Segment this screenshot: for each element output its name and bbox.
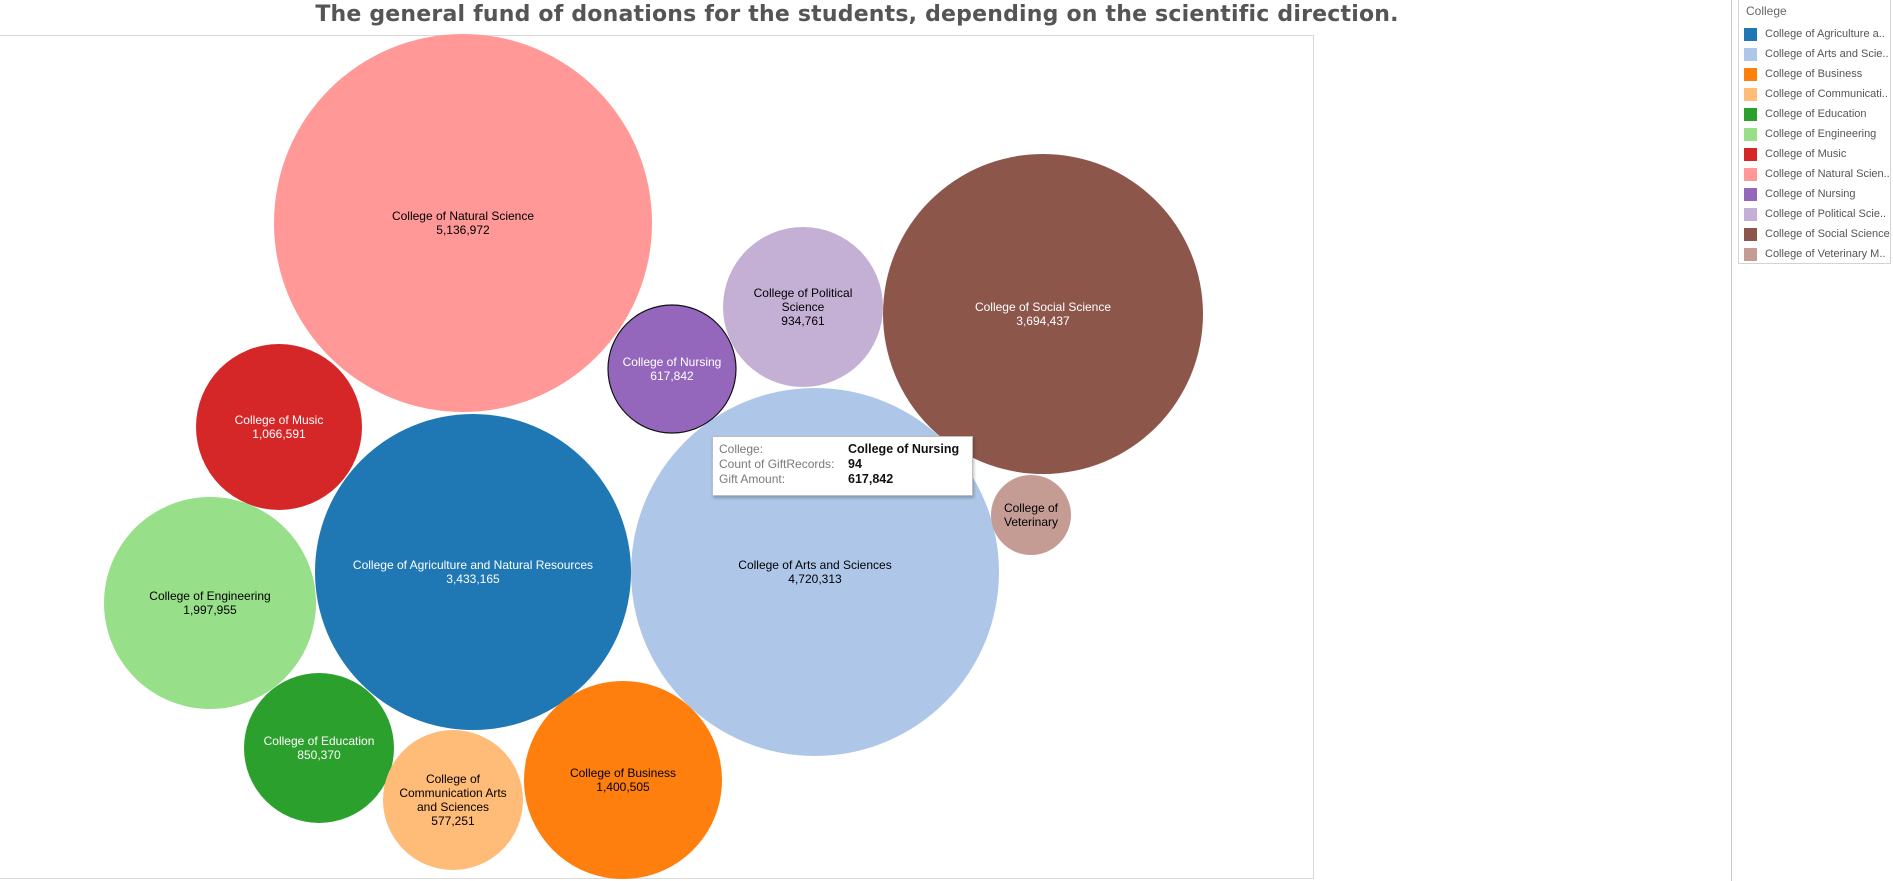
- legend-label: College of Communicati..: [1765, 88, 1888, 100]
- legend: College College of Agriculture a.. Colleg…: [1738, 0, 1891, 264]
- bubble-value-label: 1,997,955: [183, 603, 237, 617]
- bubble[interactable]: [524, 681, 722, 879]
- tooltip: College: College of Nursing Count of Gif…: [712, 436, 973, 496]
- legend-label: College of Veterinary M..: [1765, 248, 1886, 260]
- legend-item[interactable]: College of Nursing: [1739, 184, 1890, 204]
- legend-label: College of Music: [1765, 148, 1847, 160]
- tooltip-value: 617,842: [848, 472, 894, 486]
- bubble-category-label: College of Political: [754, 286, 853, 300]
- legend-swatch: [1744, 67, 1757, 81]
- bubble[interactable]: [991, 475, 1071, 555]
- tooltip-value: College of Nursing: [848, 442, 960, 456]
- bubble[interactable]: [723, 227, 883, 387]
- tooltip-key: Count of GiftRecords:: [719, 457, 835, 471]
- bubble-category-label: Communication Arts: [399, 786, 506, 800]
- legend-label: College of Natural Scien..: [1765, 168, 1890, 180]
- bubble-value-label: 4,720,313: [788, 572, 842, 586]
- bubble[interactable]: [315, 414, 631, 730]
- legend-label: College of Engineering: [1765, 128, 1877, 140]
- bubble-value-label: 3,694,437: [1016, 314, 1070, 328]
- legend-swatch: [1744, 207, 1757, 221]
- bubble-category-label: College of Arts and Sciences: [738, 558, 891, 572]
- bubble-value-label: 3,433,165: [446, 572, 500, 586]
- legend-item[interactable]: College of Engineering: [1739, 124, 1890, 144]
- legend-label: College of Nursing: [1765, 188, 1856, 200]
- bubble-category-label: Veterinary: [1004, 515, 1058, 529]
- bubble-value-label: 1,066,591: [252, 427, 306, 441]
- legend-swatch: [1744, 127, 1757, 141]
- tooltip-row-amount: Gift Amount: 617,842: [719, 472, 966, 487]
- chart-title: The general fund of donations for the st…: [315, 2, 1399, 27]
- legend-swatch: [1744, 167, 1757, 181]
- legend-item[interactable]: College of Agriculture a..: [1739, 24, 1890, 44]
- legend-item[interactable]: College of Education: [1739, 104, 1890, 124]
- bubble-group[interactable]: College of Agriculture and Natural Resou…: [315, 414, 631, 730]
- legend-item[interactable]: College of Social Science: [1739, 224, 1890, 244]
- legend-swatch: [1744, 227, 1757, 241]
- tooltip-key: Gift Amount:: [719, 472, 786, 486]
- plot-area: [0, 35, 1314, 879]
- legend-label: College of Business: [1765, 68, 1863, 80]
- legend-swatch: [1744, 87, 1757, 101]
- legend-swatch: [1744, 147, 1757, 161]
- legend-item[interactable]: College of Political Scie..: [1739, 204, 1890, 224]
- legend-label: College of Arts and Scie..: [1765, 48, 1889, 60]
- legend-item[interactable]: College of Communicati..: [1739, 84, 1890, 104]
- bubble-value-label: 5,136,972: [436, 223, 490, 237]
- tooltip-value: 94: [848, 457, 862, 471]
- legend-label: College of Political Scie..: [1765, 208, 1887, 220]
- legend-swatch: [1744, 27, 1757, 41]
- bubble-category-label: Science: [782, 300, 825, 314]
- bubble-category-label: and Sciences: [417, 800, 489, 814]
- legend-swatch: [1744, 107, 1757, 121]
- bubble[interactable]: [274, 34, 652, 412]
- tooltip-row-college: College: College of Nursing: [719, 442, 966, 457]
- legend-label: College of Agriculture a..: [1765, 28, 1885, 40]
- bubble-category-label: College of Agriculture and Natural Resou…: [353, 558, 593, 572]
- bubble-category-label: College of Education: [264, 734, 375, 748]
- bubble[interactable]: [383, 730, 523, 870]
- bubble-value-label: 617,842: [650, 369, 694, 383]
- legend-title: College: [1746, 4, 1787, 18]
- bubble-category-label: College of Nursing: [623, 355, 722, 369]
- legend-swatch: [1744, 47, 1757, 61]
- legend-item[interactable]: College of Arts and Scie..: [1739, 44, 1890, 64]
- bubble-value-label: 934,761: [781, 314, 825, 328]
- bubble-category-label: College of: [1004, 501, 1059, 515]
- legend-item[interactable]: College of Veterinary M..: [1739, 244, 1890, 264]
- bubble-value-label: 577,251: [431, 814, 475, 828]
- tooltip-key: College:: [719, 442, 764, 456]
- tooltip-row-count: Count of GiftRecords: 94: [719, 457, 966, 472]
- legend-swatch: [1744, 247, 1757, 261]
- bubble-value-label: 1,400,505: [596, 780, 650, 794]
- legend-item[interactable]: College of Natural Scien..: [1739, 164, 1890, 184]
- legend-label: College of Social Science: [1765, 228, 1890, 240]
- bubble-category-label: College of Business: [570, 766, 676, 780]
- legend-item[interactable]: College of Business: [1739, 64, 1890, 84]
- legend-label: College of Education: [1765, 108, 1867, 120]
- legend-item[interactable]: College of Music: [1739, 144, 1890, 164]
- bubble[interactable]: [196, 344, 362, 510]
- bubble-category-label: College of Engineering: [149, 589, 270, 603]
- bubble-category-label: College of Social Science: [975, 300, 1111, 314]
- bubble[interactable]: [607, 304, 737, 434]
- bubble-category-label: College of: [426, 772, 481, 786]
- legend-swatch: [1744, 187, 1757, 201]
- bubble[interactable]: [104, 497, 316, 709]
- bubble-category-label: College of Natural Science: [392, 209, 534, 223]
- bubble[interactable]: [883, 154, 1203, 474]
- bubble[interactable]: [244, 673, 394, 823]
- bubble-value-label: 850,370: [297, 748, 341, 762]
- bubble-category-label: College of Music: [235, 413, 324, 427]
